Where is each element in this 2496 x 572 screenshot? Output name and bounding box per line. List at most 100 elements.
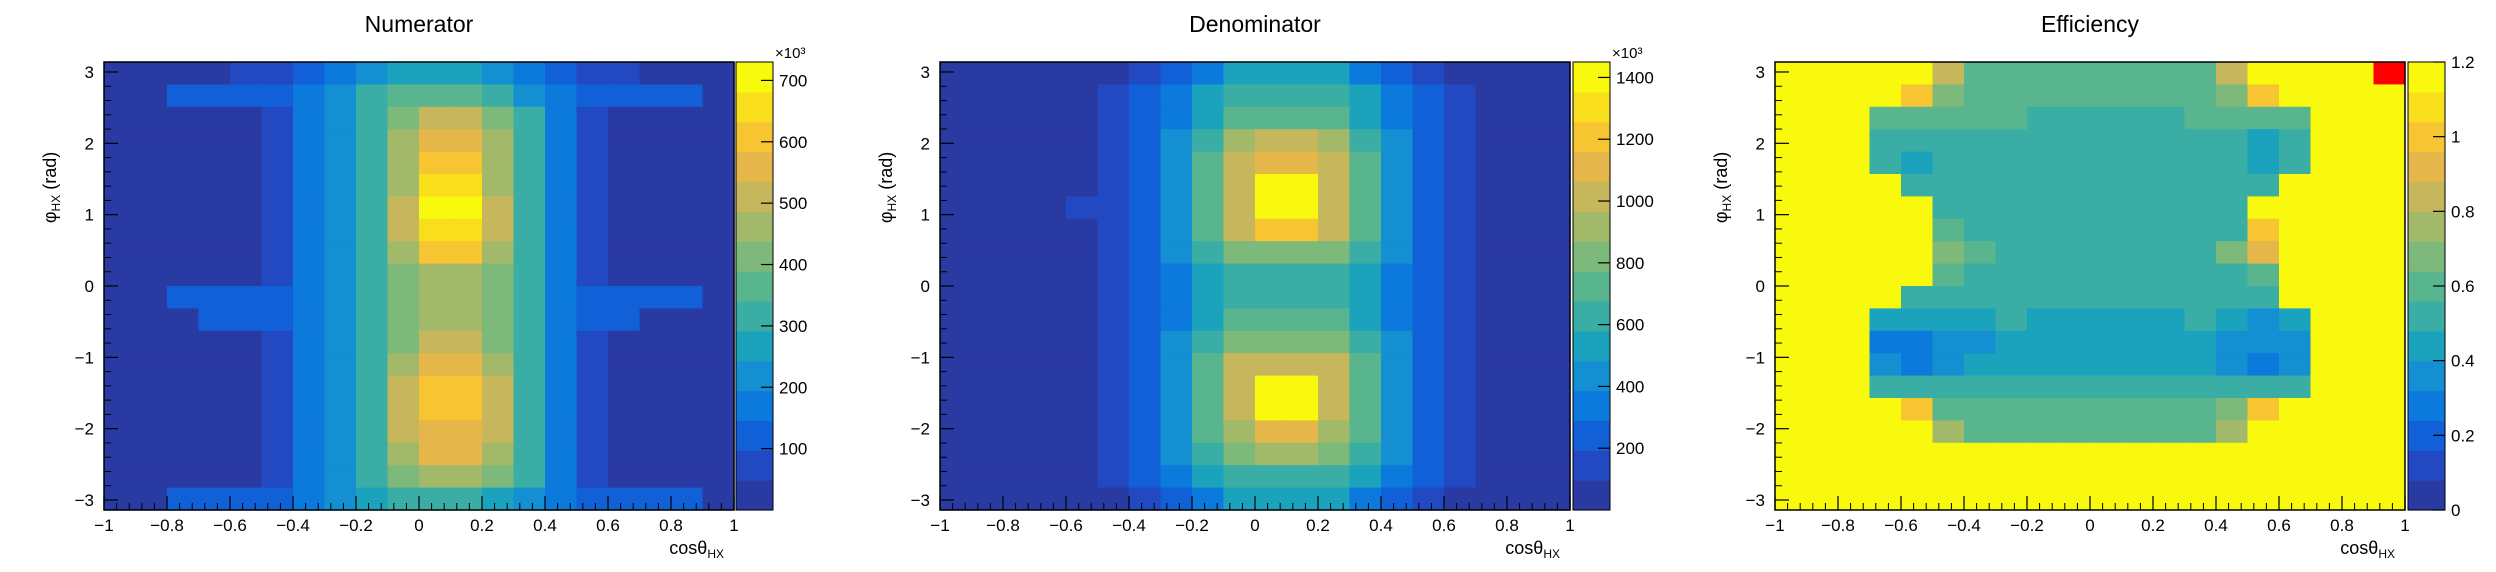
heatmap-cell <box>1097 174 1130 197</box>
heatmap-cell <box>2058 62 2091 85</box>
heatmap-cell <box>2153 241 2186 265</box>
heatmap-cell <box>2090 487 2123 511</box>
heatmap-cell <box>1932 286 1965 309</box>
heatmap-cell <box>419 442 452 466</box>
heatmap-cell <box>1838 218 1871 242</box>
heatmap-cell <box>1806 151 1839 175</box>
heatmap-cell <box>1806 487 1839 511</box>
heatmap-cell <box>1538 151 1571 175</box>
x-tick-label: −0.6 <box>1884 516 1918 535</box>
heatmap-cell <box>971 263 1004 287</box>
colorbar-tick-label: 1000 <box>1616 192 1654 211</box>
heatmap-cell <box>324 106 357 130</box>
heatmap-cell <box>2373 62 2406 85</box>
colorbar-swatch <box>1573 181 1610 212</box>
heatmap-cell <box>1192 241 1225 265</box>
heatmap-cell <box>1901 62 1934 85</box>
heatmap-cell <box>2184 62 2217 85</box>
heatmap-cell <box>1129 308 1162 332</box>
heatmap-cell <box>1160 330 1193 354</box>
heatmap-cell <box>324 420 357 444</box>
heatmap-cell <box>1160 375 1193 399</box>
heatmap-cell <box>261 286 294 309</box>
heatmap-cell <box>1444 241 1477 265</box>
colorbar: 100 200 300 400 500 600 700 ×10³ <box>735 45 807 511</box>
heatmap-cell <box>293 84 326 108</box>
heatmap-cell <box>1507 442 1540 466</box>
heatmap-cell <box>1869 398 1902 421</box>
heatmap-cell <box>1003 84 1036 108</box>
heatmap-cell <box>1901 218 1934 242</box>
heatmap-cell <box>2310 263 2343 287</box>
y-tick-label: 3 <box>1756 63 1765 82</box>
heatmap-cell <box>1806 174 1839 197</box>
heatmap-cell <box>104 174 137 197</box>
heatmap-cell <box>2153 286 2186 309</box>
heatmap-cell <box>1003 353 1036 377</box>
heatmap-cell <box>2027 442 2060 466</box>
heatmap-cell <box>1932 420 1965 444</box>
heatmap-cell <box>2058 106 2091 130</box>
heatmap-cell <box>1192 465 1225 489</box>
heatmap-cell <box>1995 308 2028 332</box>
colorbar-swatch <box>1573 330 1610 362</box>
heatmap-cell <box>702 174 735 197</box>
colorbar-swatch <box>736 450 773 481</box>
heatmap-cell <box>702 151 735 175</box>
y-axis-label: φHX (rad) <box>1711 152 1734 223</box>
x-tick-label: −1 <box>94 516 113 535</box>
heatmap-cell <box>135 398 168 421</box>
colorbar-swatch <box>736 300 773 332</box>
heatmap-cell <box>1318 398 1351 421</box>
heatmap-cell <box>1932 398 1965 421</box>
heatmap-cell <box>2153 263 2186 287</box>
heatmap-cell <box>1318 330 1351 354</box>
heatmap-cell <box>2184 375 2217 399</box>
heatmap-cell <box>1129 263 1162 287</box>
heatmap-cell <box>1286 420 1319 444</box>
heatmap-cell <box>261 151 294 175</box>
heatmap-cell <box>576 174 609 197</box>
heatmap-cell <box>1255 151 1288 175</box>
heatmap-cell <box>324 286 357 309</box>
heatmap-cell <box>2342 487 2375 511</box>
heatmap-cell <box>419 330 452 354</box>
heatmap-cell <box>940 84 973 108</box>
heatmap-cell <box>1286 218 1319 242</box>
heatmap-cell <box>1806 330 1839 354</box>
heatmap-cell <box>419 353 452 377</box>
heatmap-cell <box>671 241 704 265</box>
heatmap-cell <box>1507 196 1540 220</box>
heatmap-cell <box>2090 330 2123 354</box>
heatmap-cell <box>2153 174 2186 197</box>
heatmap-cell <box>1349 330 1382 354</box>
heatmap-cell <box>230 286 263 309</box>
heatmap-cell <box>1066 174 1099 197</box>
heatmap-cell <box>608 442 641 466</box>
heatmap-cell <box>2121 62 2154 85</box>
heatmap-cell <box>1255 263 1288 287</box>
heatmap-cell <box>1381 129 1414 153</box>
heatmap-cell <box>1412 308 1445 332</box>
heatmap-cell <box>104 465 137 489</box>
heatmap-cell <box>1838 442 1871 466</box>
heatmap-cell <box>513 263 546 287</box>
heatmap-cell <box>545 196 578 220</box>
heatmap-cell <box>1538 308 1571 332</box>
heatmap-cell <box>545 218 578 242</box>
heatmap-cell <box>482 420 515 444</box>
heatmap-cell <box>261 465 294 489</box>
heatmap-cell <box>2153 465 2186 489</box>
heatmap-cell <box>639 487 672 511</box>
heatmap-cell <box>1444 487 1477 511</box>
colorbar-tick-label: 100 <box>779 440 807 459</box>
heatmap-cell <box>2027 129 2060 153</box>
heatmap-cell <box>1932 308 1965 332</box>
y-axis-label: φHX (rad) <box>876 152 899 223</box>
heatmap-cell <box>1538 330 1571 354</box>
heatmap-cell <box>940 286 973 309</box>
heatmap-cell <box>702 196 735 220</box>
colorbar-swatch <box>736 241 773 272</box>
heatmap-cell <box>940 420 973 444</box>
